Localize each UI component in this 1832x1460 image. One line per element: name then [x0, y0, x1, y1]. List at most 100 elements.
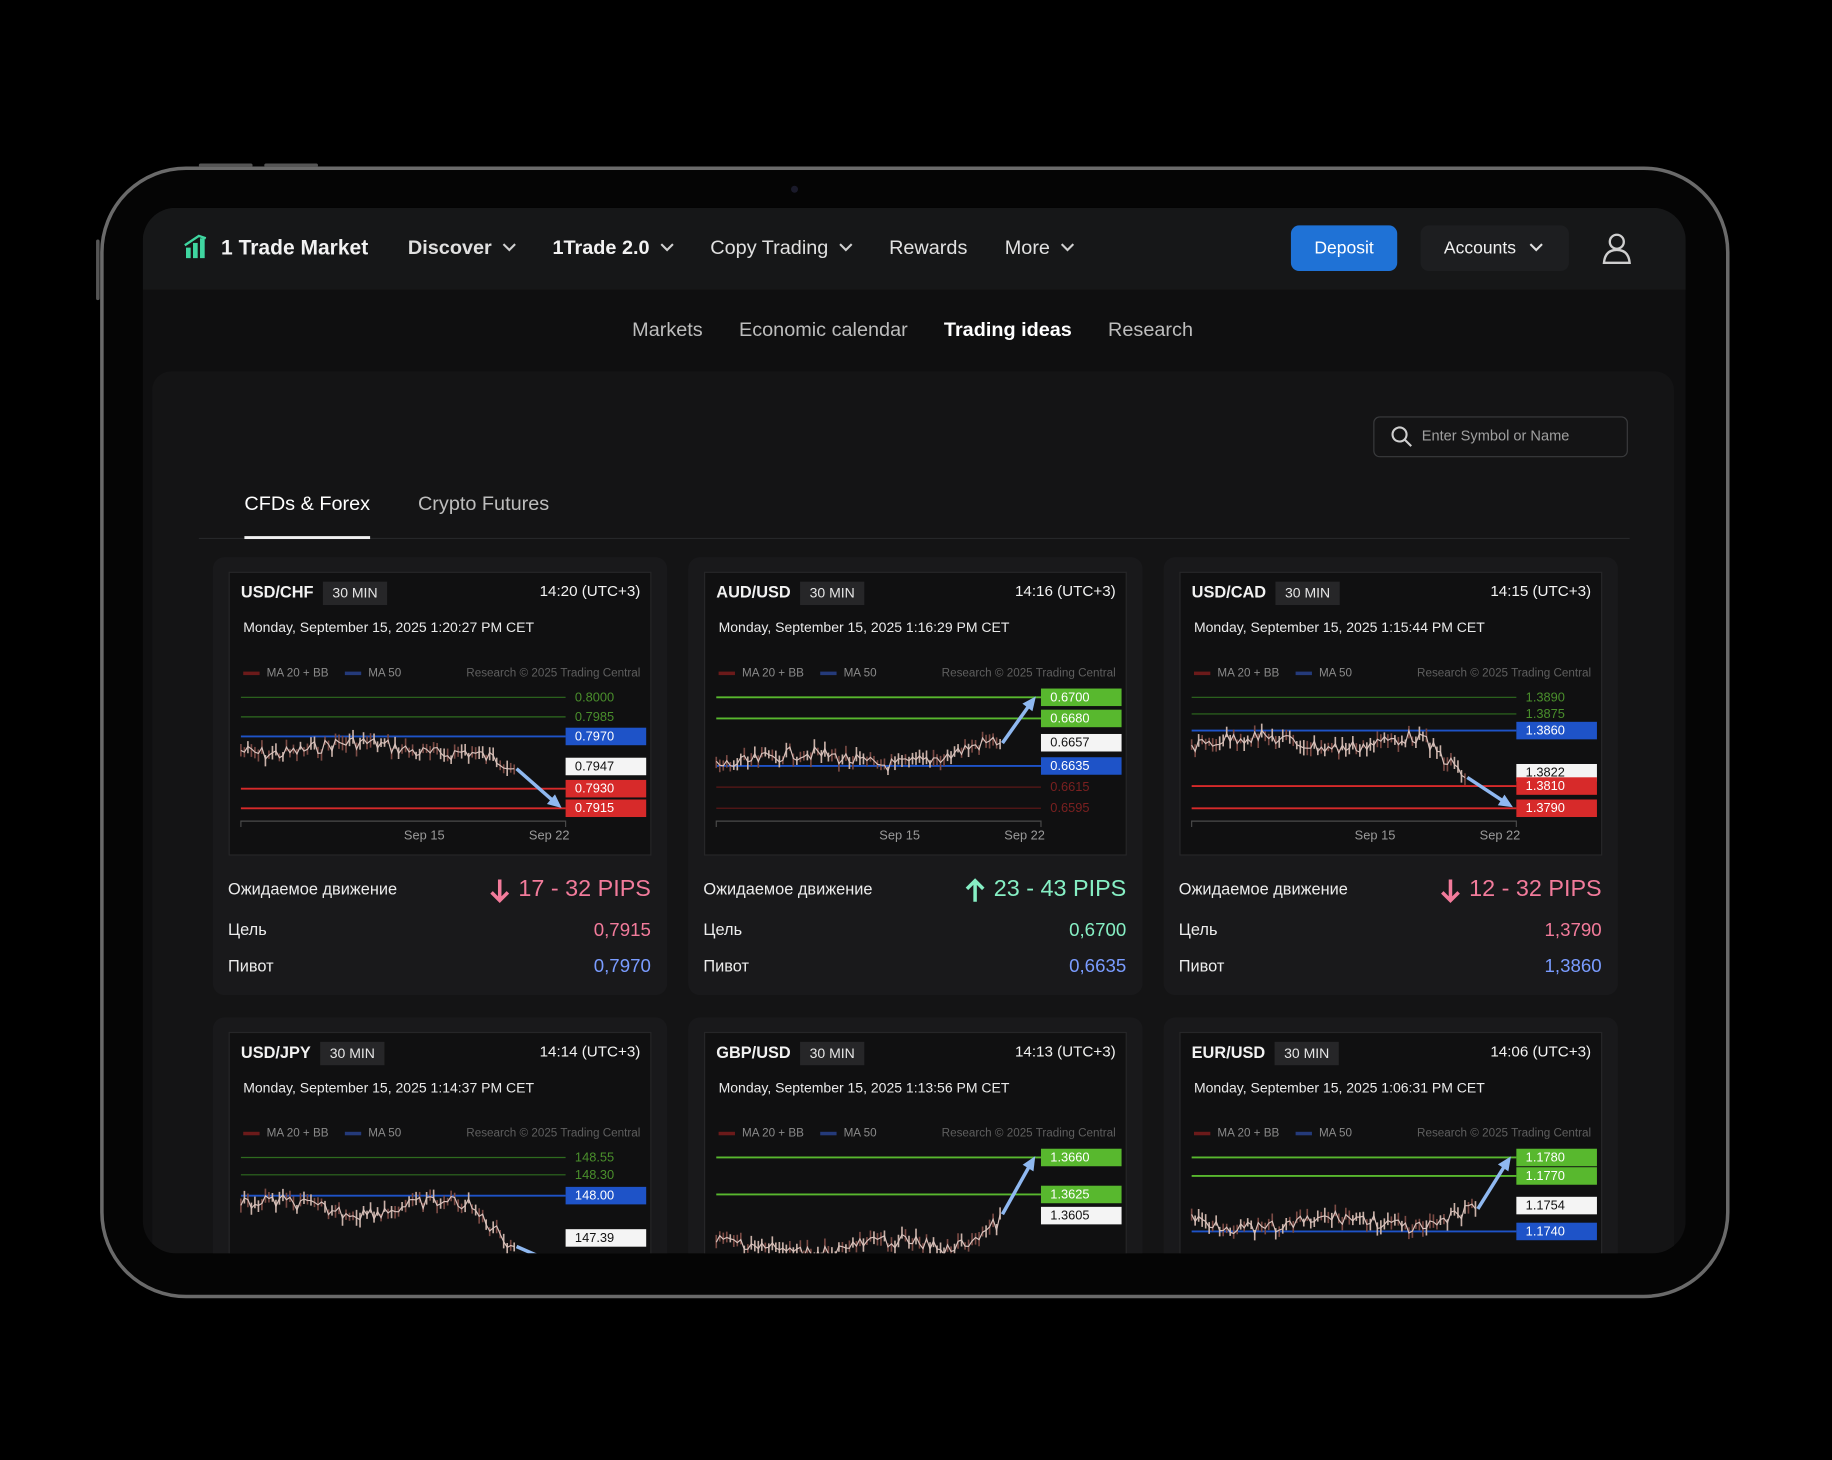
- price-path: [240, 736, 515, 770]
- legend-swatch: [820, 1131, 837, 1136]
- device-button: [198, 163, 253, 168]
- nav-item[interactable]: Rewards: [889, 237, 967, 259]
- target-value: 1,3790: [1544, 919, 1601, 940]
- camera: [791, 185, 799, 193]
- level-label: 0.6680: [1050, 710, 1089, 725]
- level-box: [1516, 1167, 1597, 1185]
- legend-item: MA 20 + BB: [1217, 666, 1279, 679]
- timeframe: 30 MIN: [330, 1045, 375, 1061]
- level-box: [1040, 688, 1122, 707]
- level-label: 0.8000: [575, 689, 614, 704]
- tab[interactable]: CFDs & Forex: [244, 493, 370, 515]
- level-box: [1040, 1148, 1122, 1167]
- expected-label: Ожидаемое движение: [1179, 880, 1348, 898]
- deposit-button[interactable]: [1290, 225, 1398, 271]
- search-icon: [1404, 439, 1412, 447]
- tab[interactable]: Crypto Futures: [418, 493, 549, 515]
- forecast-arrow: [1476, 1161, 1509, 1210]
- x-axis-label: Sep 22: [1480, 828, 1521, 843]
- timeframe: 30 MIN: [810, 585, 855, 601]
- user-icon[interactable]: [1602, 233, 1631, 264]
- idea-card[interactable]: USD/CHF 30 MIN 14:20 (UTC+3) Monday, Septem…: [212, 557, 668, 996]
- price-path: [1191, 1203, 1476, 1236]
- legend-item: MA 20 + BB: [1217, 1127, 1279, 1140]
- chart-image: USD/JPY 30 MIN 14:14 (UTC+3) Monday, Septem…: [228, 1031, 652, 1254]
- expected-label: Ожидаемое движение: [703, 880, 872, 898]
- chevron-icon: [1529, 243, 1543, 252]
- idea-card[interactable]: USD/JPY 30 MIN 14:14 (UTC+3) Monday, Septem…: [212, 1017, 668, 1455]
- brand[interactable]: 1 Trade Market: [221, 236, 368, 259]
- subnav-item[interactable]: Research: [1108, 319, 1193, 341]
- date: Monday, September 15, 2025 1:13:56 PM CE…: [719, 1079, 1010, 1095]
- expected-label: Ожидаемое движение: [228, 880, 397, 898]
- target-label: Цель: [228, 921, 267, 939]
- legend-item: MA 20 + BB: [267, 666, 329, 679]
- chevron-icon: [502, 243, 516, 252]
- accounts-label[interactable]: Accounts: [1444, 237, 1516, 257]
- time: 14:06 (UTC+3): [1490, 1043, 1591, 1060]
- time: 14:16 (UTC+3): [1015, 583, 1116, 600]
- symbol: GBP/USD: [716, 1044, 791, 1062]
- date: Monday, September 15, 2025 1:15:44 PM CE…: [1194, 619, 1485, 635]
- forecast-arrow: [515, 767, 558, 805]
- x-axis-label: Sep 22: [1004, 828, 1045, 843]
- level-box: [1040, 757, 1122, 775]
- level-label: 1.3810: [1526, 778, 1565, 793]
- logo-icon: [184, 234, 207, 259]
- idea-card[interactable]: EUR/USD 30 MIN 14:06 (UTC+3) Monday, Septem…: [1163, 1017, 1618, 1455]
- level-label: 0.6635: [1050, 758, 1089, 773]
- chart-credit: Research © 2025 Trading Central: [466, 1127, 640, 1140]
- nav-item[interactable]: Discover: [408, 237, 492, 259]
- x-axis-label: Sep 15: [404, 828, 445, 843]
- symbol: USD/CAD: [1192, 584, 1267, 602]
- chevron-icon: [1060, 243, 1075, 252]
- pivot-label: Пивот: [228, 957, 274, 975]
- legend-swatch: [718, 671, 735, 676]
- forecast-arrow: [1000, 1161, 1034, 1216]
- chart-credit: Research © 2025 Trading Central: [466, 666, 640, 679]
- x-axis: [240, 820, 567, 827]
- level-label: 148.55: [575, 1149, 614, 1164]
- nav-item[interactable]: More: [1005, 237, 1050, 259]
- level-label: 1.1754: [1526, 1198, 1565, 1213]
- symbol: USD/CHF: [241, 584, 314, 602]
- timeframe-badge: [1275, 581, 1340, 606]
- accounts-button[interactable]: [1420, 225, 1569, 271]
- legend-swatch: [820, 671, 837, 676]
- pivot-label: Пивот: [703, 957, 749, 975]
- idea-card[interactable]: GBP/USD 30 MIN 14:13 (UTC+3) Monday, Septem…: [688, 1017, 1143, 1455]
- subnav-item[interactable]: Markets: [632, 319, 703, 341]
- level-label: 1.3875: [1526, 706, 1565, 721]
- price-path: [715, 1214, 1001, 1254]
- search-placeholder[interactable]: Enter Symbol or Name: [1422, 429, 1570, 445]
- level-box: [565, 1229, 647, 1247]
- idea-card[interactable]: USD/CAD 30 MIN 14:15 (UTC+3) Monday, Septem…: [1163, 557, 1618, 996]
- level-label: 1.1780: [1526, 1149, 1565, 1164]
- timeframe-badge: [322, 581, 388, 606]
- search-box[interactable]: [1373, 416, 1628, 458]
- nav-item[interactable]: 1Trade 2.0: [552, 237, 649, 259]
- device-button: [264, 163, 318, 168]
- legend-swatch: [1193, 1131, 1211, 1136]
- level-box: [1516, 1222, 1597, 1241]
- deposit-label[interactable]: Deposit: [1314, 237, 1374, 257]
- direction-arrow: [490, 879, 510, 904]
- chart-bg: [228, 1031, 652, 1254]
- level-box: [565, 757, 647, 776]
- level-label: 1.3822: [1526, 765, 1565, 780]
- idea-card[interactable]: AUD/USD 30 MIN 14:16 (UTC+3) Monday, Septem…: [688, 557, 1143, 996]
- level-label: 0.7930: [575, 781, 614, 796]
- expected-move: 17 - 32 PIPS: [518, 875, 650, 901]
- legend-item: MA 20 + BB: [267, 1127, 329, 1140]
- level-label: 1.3660: [1050, 1149, 1089, 1164]
- level-box: [565, 727, 647, 746]
- device-button: [96, 239, 100, 301]
- subnav-item[interactable]: Trading ideas: [944, 319, 1072, 341]
- time: 14:15 (UTC+3): [1490, 583, 1591, 600]
- level-box: [1516, 799, 1597, 818]
- nav-item[interactable]: Copy Trading: [710, 237, 828, 259]
- search-icon: [1391, 426, 1408, 443]
- level-box: [1516, 763, 1597, 782]
- forecast-arrow: [1001, 700, 1034, 745]
- subnav-item[interactable]: Economic calendar: [739, 319, 908, 341]
